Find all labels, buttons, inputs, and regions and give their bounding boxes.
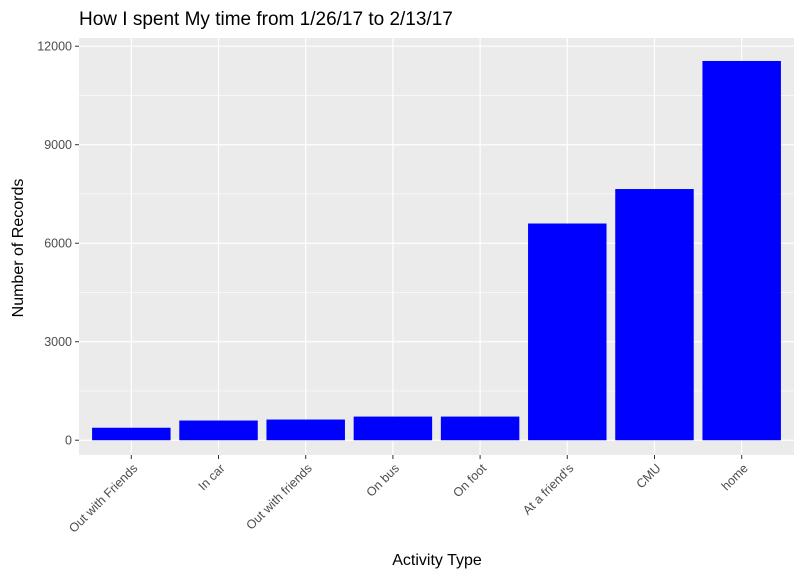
bar bbox=[353, 416, 433, 441]
y-tick-label: 3000 bbox=[44, 335, 72, 349]
y-tick-label: 6000 bbox=[44, 237, 72, 251]
bar bbox=[702, 60, 781, 441]
bar bbox=[440, 416, 520, 441]
bar bbox=[528, 223, 607, 441]
bar bbox=[615, 189, 694, 441]
x-tick-label: At a friend's bbox=[520, 461, 576, 517]
x-tick-label: home bbox=[719, 461, 751, 493]
x-tick-label: Out with Friends bbox=[66, 461, 140, 535]
y-tick-label: 9000 bbox=[44, 138, 72, 152]
y-axis-title: Number of Records bbox=[10, 179, 27, 318]
bars bbox=[92, 60, 781, 441]
x-tick-label: In car bbox=[196, 461, 228, 493]
bar bbox=[179, 420, 258, 441]
bar bbox=[266, 419, 345, 441]
x-tick-label: CMU bbox=[634, 461, 664, 491]
y-tick-label: 12000 bbox=[37, 40, 72, 54]
y-tick-label: 0 bbox=[65, 434, 72, 448]
chart-title: How I spent My time from 1/26/17 to 2/13… bbox=[79, 9, 453, 30]
y-axis: 0 3000 6000 9000 12000 bbox=[37, 40, 79, 448]
x-axis: Out with Friends In car Out with friends On… bbox=[66, 455, 751, 535]
x-tick-label: On foot bbox=[450, 461, 489, 500]
bar bbox=[92, 427, 171, 441]
x-tick-label: Out with friends bbox=[244, 461, 315, 532]
x-tick-label: On bus bbox=[364, 461, 402, 499]
x-axis-title: Activity Type bbox=[392, 552, 482, 569]
